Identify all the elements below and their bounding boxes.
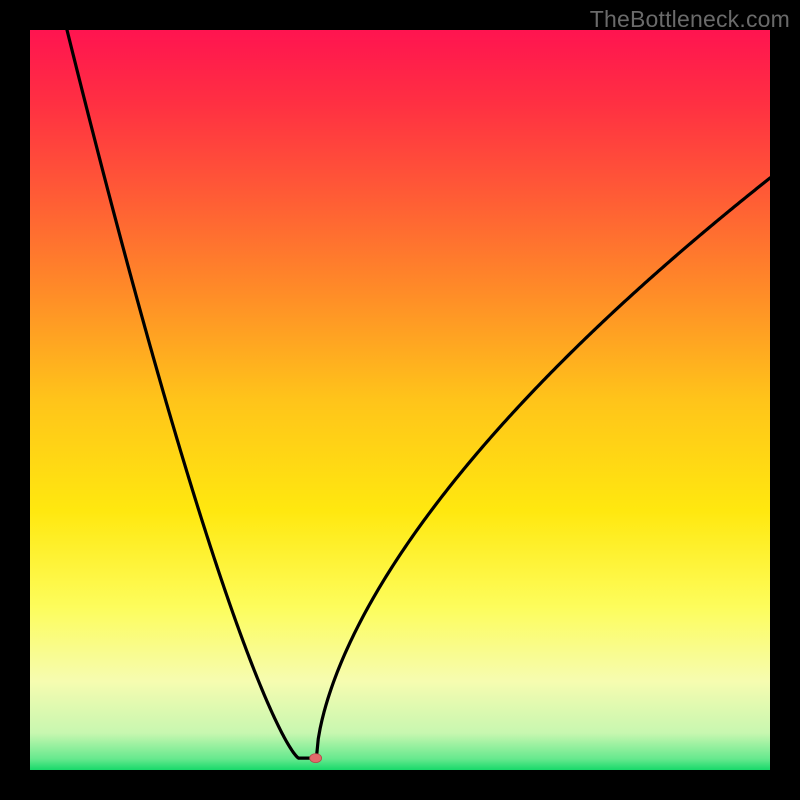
chart-frame: TheBottleneck.com: [0, 0, 800, 800]
watermark-text: TheBottleneck.com: [590, 6, 790, 33]
gradient-background: [30, 30, 770, 770]
optimum-marker: [310, 754, 322, 763]
plot-area: [30, 30, 770, 770]
